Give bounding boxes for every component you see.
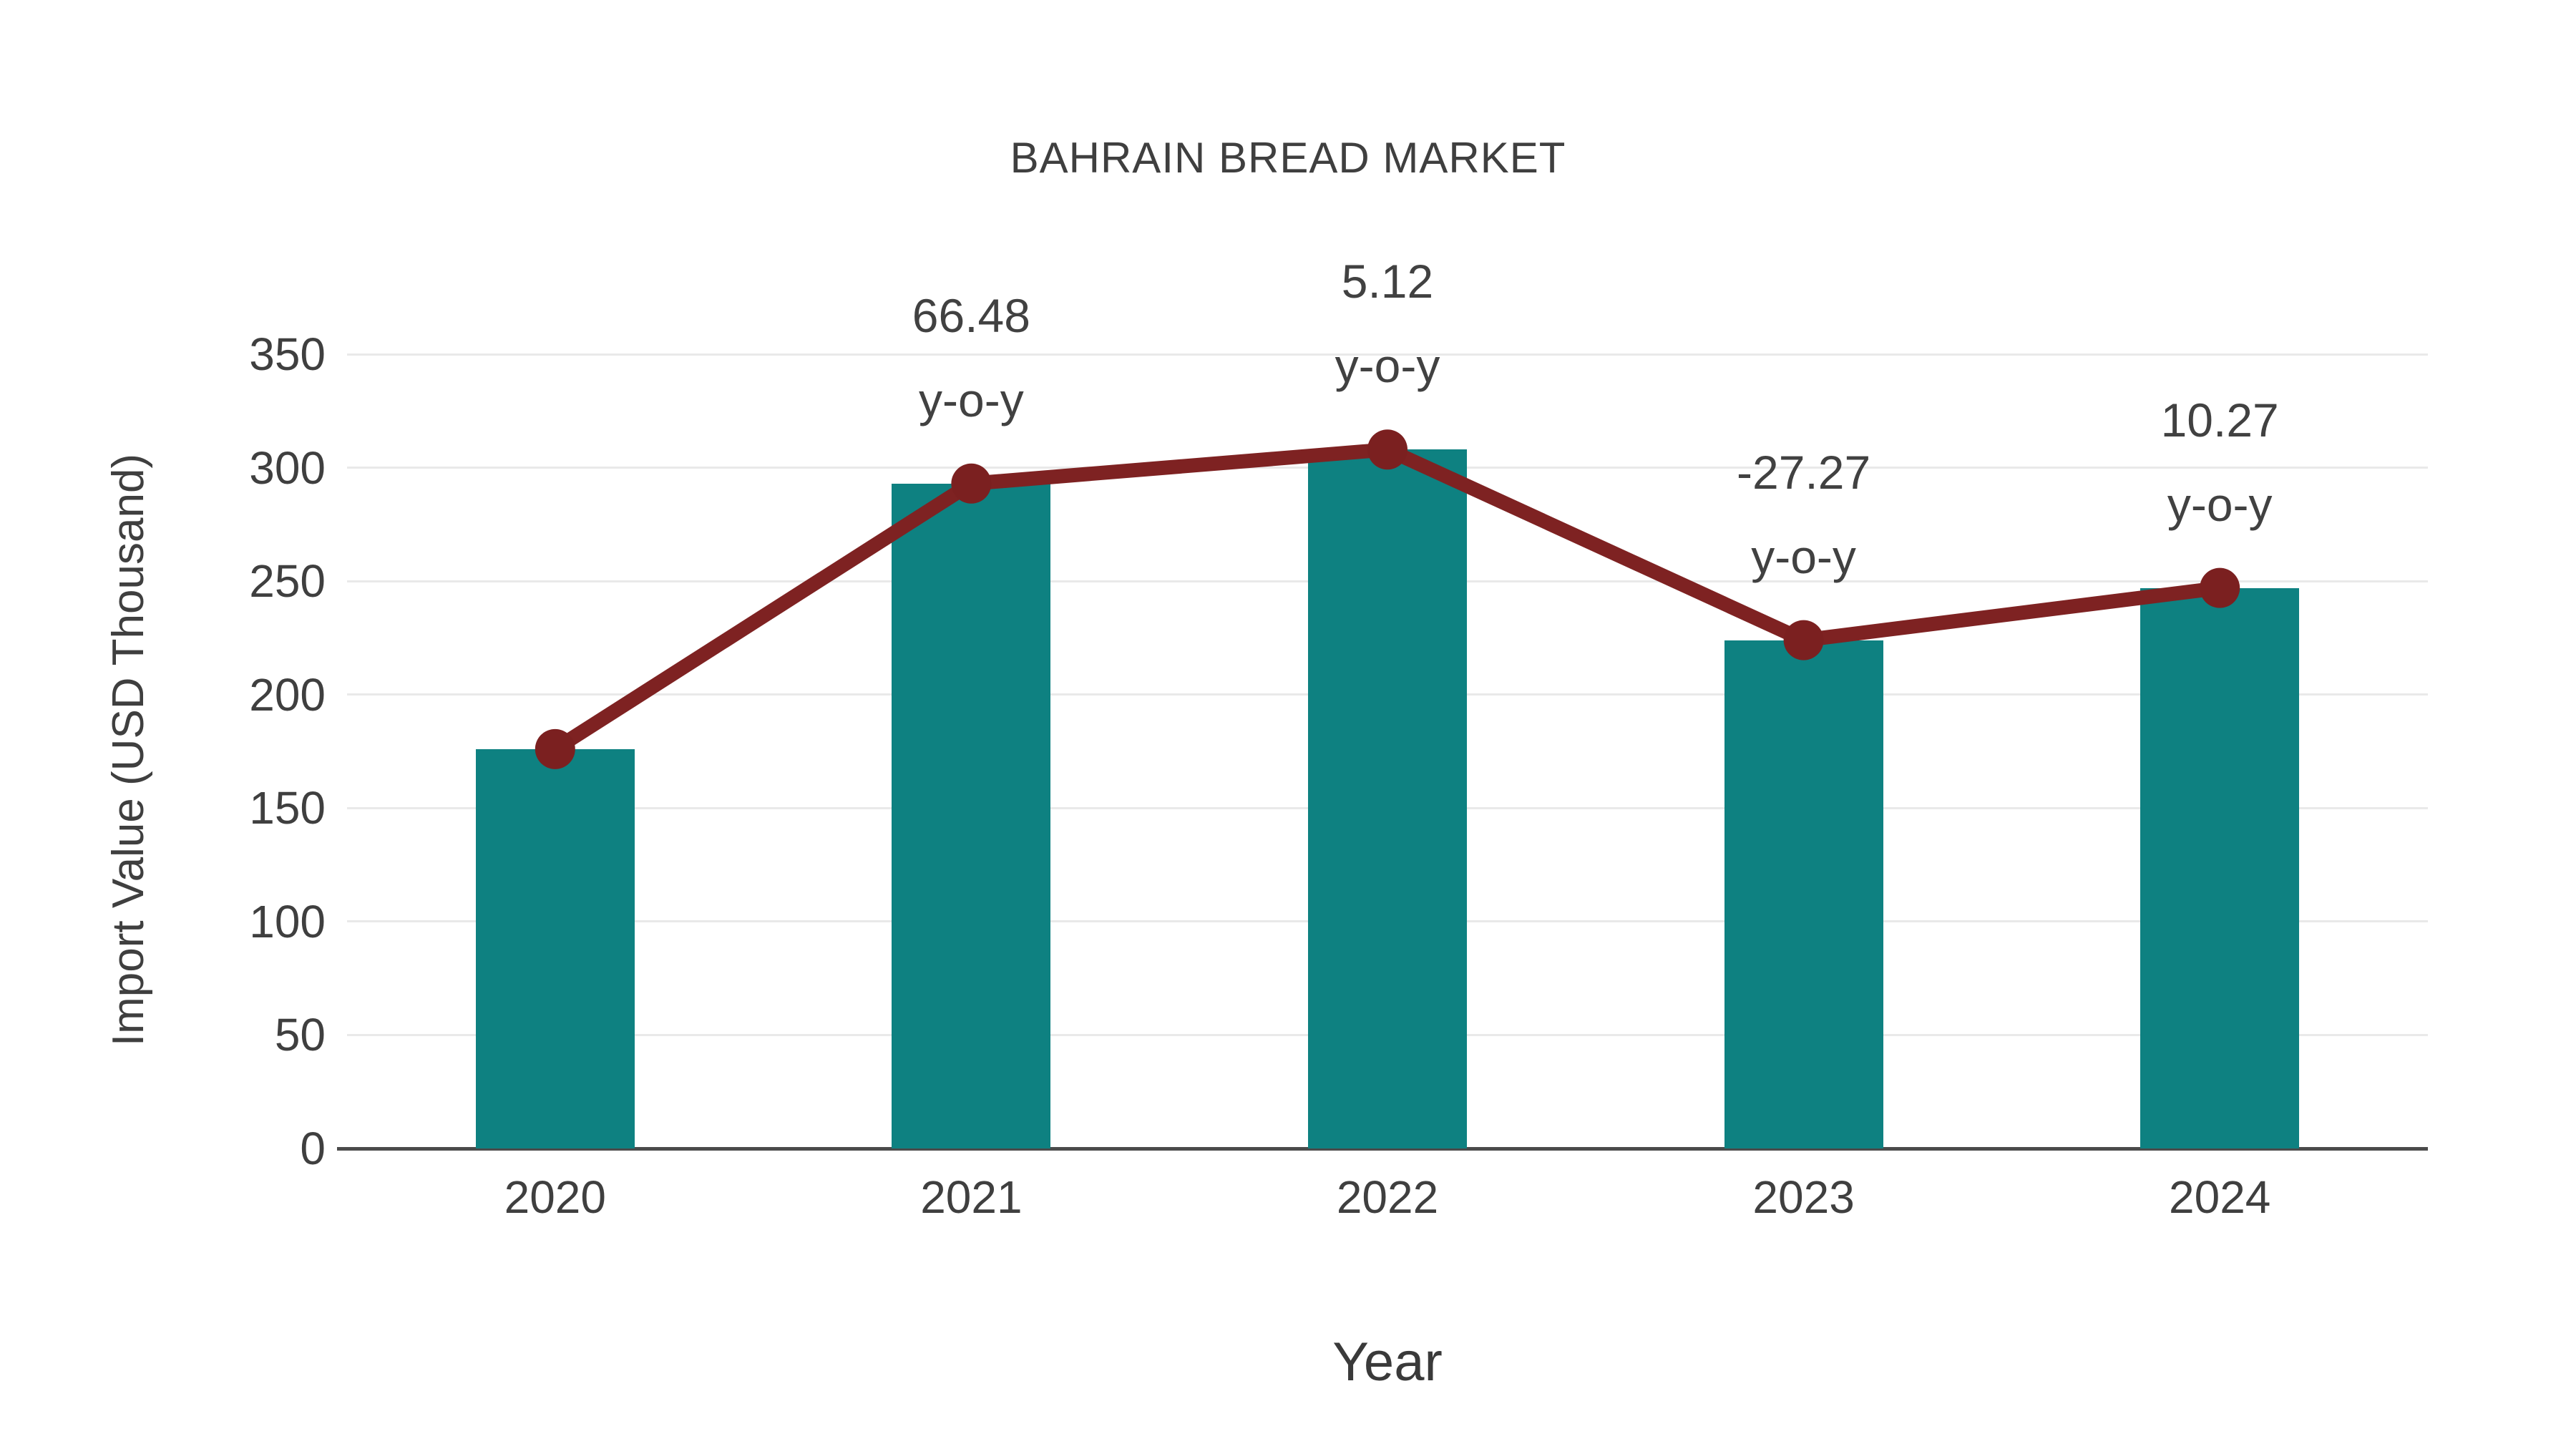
data-point-marker: [2200, 567, 2240, 608]
bar-2020: [475, 748, 635, 1148]
bar-2024: [2140, 587, 2300, 1148]
y-tick-label: 350: [249, 328, 326, 380]
annotation-suffix: y-o-y: [1751, 530, 1856, 583]
x-axis-title: Year: [1332, 1332, 1443, 1392]
annotation-suffix: y-o-y: [1335, 339, 1440, 393]
data-point-marker: [1783, 620, 1824, 660]
y-tick-label: 50: [274, 1009, 326, 1061]
x-tick-label: 2020: [504, 1171, 606, 1223]
annotation-value: 66.48: [912, 288, 1030, 342]
x-axis-line: [337, 1147, 2428, 1151]
annotation-2021: 66.48 y-o-y: [785, 273, 1157, 442]
annotation-suffix: y-o-y: [2167, 477, 2273, 531]
bar-2021: [892, 483, 1051, 1148]
x-tick-label: 2022: [1336, 1171, 1439, 1223]
annotation-value: 10.27: [2160, 393, 2279, 447]
data-point-marker: [951, 463, 992, 504]
bar-2023: [1724, 640, 1883, 1148]
bar-2022: [1308, 449, 1467, 1148]
chart-title: BAHRAIN BREAD MARKET: [1010, 134, 1566, 182]
annotation-2022: 5.12 y-o-y: [1201, 239, 1574, 408]
y-tick-label: 250: [249, 555, 326, 608]
y-tick-label: 100: [249, 895, 326, 947]
x-tick-label: 2023: [1752, 1171, 1855, 1223]
y-tick-label: 0: [300, 1123, 326, 1174]
y-tick-label: 200: [249, 668, 326, 721]
annotation-2023: -27.27 y-o-y: [1618, 430, 1990, 599]
annotation-2024: 10.27 y-o-y: [2034, 378, 2406, 547]
data-point-marker: [535, 728, 575, 769]
x-tick-label: 2021: [920, 1171, 1023, 1223]
gridline: [347, 353, 2428, 356]
x-tick-label: 2024: [2169, 1171, 2271, 1223]
annotation-value: 5.12: [1341, 255, 1434, 308]
y-tick-label: 300: [249, 441, 326, 494]
annotation-value: -27.27: [1737, 445, 1871, 499]
y-tick-label: 150: [249, 782, 326, 834]
annotation-suffix: y-o-y: [919, 373, 1024, 426]
data-point-marker: [1367, 429, 1407, 470]
